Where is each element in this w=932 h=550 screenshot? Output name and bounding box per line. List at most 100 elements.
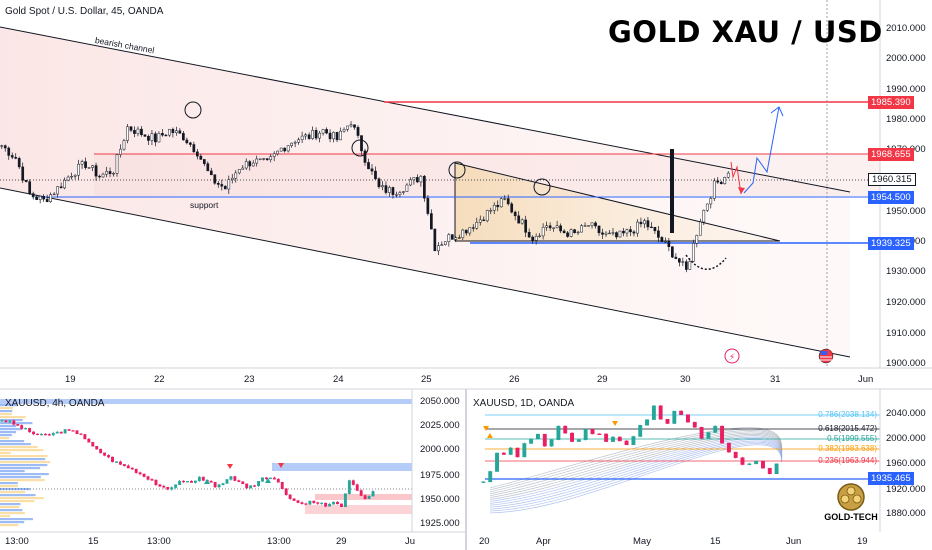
price-tag-1985[interactable]: 1985.390 <box>868 96 914 109</box>
candle-body <box>384 185 388 193</box>
candle-body <box>426 197 430 214</box>
candle-body <box>398 192 402 195</box>
candle-body <box>178 130 182 134</box>
candle-body <box>681 261 685 263</box>
candle-body <box>699 426 704 439</box>
candle-body <box>21 166 25 181</box>
date-tick: 24 <box>333 374 344 385</box>
candle-body <box>712 180 716 199</box>
candle-body <box>356 127 360 136</box>
panel-1d-symbol-label[interactable]: XAUUSD, 1D, OANDA <box>473 398 575 409</box>
volume-bar <box>0 518 33 521</box>
candle-body <box>164 134 168 137</box>
candle-body <box>566 232 569 237</box>
candle-body <box>370 168 374 172</box>
date-tick: 19 <box>857 536 868 547</box>
volume-bar <box>0 449 44 452</box>
candle-body <box>296 500 300 503</box>
main-symbol-label[interactable]: Gold Spot / U.S. Dollar, 45, OANDA <box>5 6 164 17</box>
candle-body <box>39 433 43 436</box>
candle-body <box>377 178 381 188</box>
signal-arrow-down <box>612 421 618 426</box>
candle-body <box>126 126 129 141</box>
date-tick: 15 <box>710 536 721 547</box>
us-flag-icon-canton <box>821 351 827 355</box>
candle-body <box>538 235 541 237</box>
volume-bar <box>0 467 41 470</box>
volume-bar <box>0 464 48 467</box>
volume-bar <box>0 419 23 422</box>
price-tag-1939[interactable]: 1939.325 <box>868 237 914 250</box>
candle-body <box>489 210 493 212</box>
candle-body <box>351 480 355 485</box>
candle-body <box>73 174 77 177</box>
candle-body <box>713 425 718 433</box>
candle-body <box>608 232 611 235</box>
candle-body <box>249 485 253 489</box>
candle-body <box>412 177 416 181</box>
candle-body <box>122 140 126 150</box>
candle-body <box>162 485 166 488</box>
candle-body <box>112 173 115 175</box>
candle-spike <box>670 149 674 233</box>
price-tick: 1920.000 <box>886 297 926 308</box>
date-tick: 29 <box>336 536 347 547</box>
candle-body <box>154 479 158 485</box>
candle-body <box>24 428 28 430</box>
candle-body <box>230 177 234 180</box>
candle-body <box>481 481 486 483</box>
candle-body <box>182 133 185 141</box>
candle-body <box>17 158 21 168</box>
lightning-icon[interactable] <box>724 348 740 364</box>
candle-body <box>774 463 779 475</box>
candle-body <box>59 431 63 434</box>
candle-body <box>101 173 105 178</box>
candle-body <box>636 221 639 234</box>
candle-body <box>542 433 547 447</box>
volume-bar <box>0 407 13 410</box>
candle-body <box>276 478 280 483</box>
candle-body <box>658 405 663 420</box>
candle-body <box>136 128 140 134</box>
candle-body <box>84 161 87 168</box>
candle-body <box>14 156 18 159</box>
candle-body <box>105 171 108 175</box>
candle-body <box>272 477 276 480</box>
candle-body <box>391 187 395 195</box>
candle-body <box>346 125 349 130</box>
price-tick: 2000.000 <box>886 53 926 64</box>
candle-body <box>716 180 720 183</box>
candle-body <box>225 479 229 484</box>
candle-body <box>576 231 580 234</box>
ma-line <box>489 432 783 497</box>
candle-body <box>24 180 28 182</box>
price-tag-1954[interactable]: 1954.500 <box>868 191 914 204</box>
candle-body <box>293 141 297 144</box>
panel-4h-symbol-label[interactable]: XAUUSD, 4h, OANDA <box>5 398 105 409</box>
candle-body <box>67 429 71 431</box>
candle-body <box>534 236 538 241</box>
candle-body <box>314 130 318 139</box>
candle-body <box>126 465 130 469</box>
candle-body <box>709 198 713 205</box>
price-tag-1935[interactable]: 1935.465 <box>868 472 914 485</box>
candle-body <box>684 261 688 270</box>
candle-body <box>615 232 618 238</box>
candle-body <box>111 456 114 463</box>
fib-label: 0.5(1999.555) <box>827 434 877 443</box>
candle-body <box>678 258 681 263</box>
candle-body <box>367 162 370 170</box>
price-tick: 1925.000 <box>420 518 460 529</box>
candle-body <box>436 245 440 252</box>
price-tick: 2040.000 <box>886 408 926 419</box>
price-tag-1968[interactable]: 1968.655 <box>868 148 914 161</box>
candle-body <box>107 455 111 458</box>
candle-body <box>220 184 224 187</box>
candle-body <box>555 225 559 229</box>
price-tag-1960[interactable]: 1960.315 <box>868 173 916 186</box>
candle-body <box>63 179 66 189</box>
volume-bar <box>0 500 35 503</box>
date-tick: 15 <box>88 536 99 547</box>
volume-bar <box>0 470 25 473</box>
